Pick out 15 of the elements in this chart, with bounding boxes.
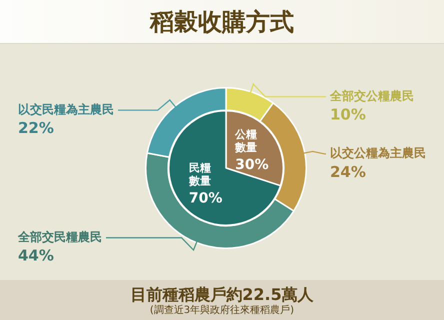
data-label: 30% [235,156,269,173]
data-label: 10% [330,106,366,124]
slice-label: 民糧數量 [188,162,211,188]
slice-label: 全部交民糧農民 [17,230,102,244]
data-label: 24% [330,162,366,181]
data-label: 70% [188,190,222,206]
data-label: 22% [18,119,54,138]
text: (調查近3年與政府往來種稻農戶) [148,304,296,317]
chart-title: 稻穀收購方式 [148,7,295,38]
slice-label: 公糧數量 [234,128,258,154]
text: 目前種稻農戶約22.5萬人 [129,285,315,304]
data-label: 44% [18,246,54,265]
slice-label: 以交公糧為主農民 [330,146,426,160]
slice-label: 全部交公糧農民 [329,88,414,103]
slice-label: 以交民糧為主農民 [18,102,114,116]
